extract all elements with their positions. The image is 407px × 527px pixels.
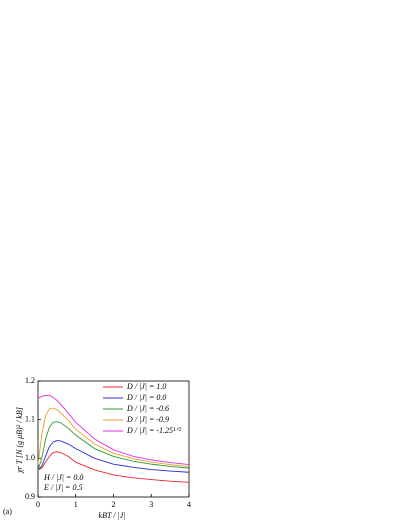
panel-label: (a) [3, 507, 12, 516]
legend-label: D / |J| = 1.0 [126, 382, 166, 391]
x-tick-label: 4 [187, 500, 191, 509]
legend-label: D / |J| = -0.9 [126, 415, 169, 424]
annotation: H / |J| = 0.0 [43, 473, 83, 482]
y-tick-label: 0.9 [25, 492, 35, 501]
x-tick-label: 1 [74, 500, 78, 509]
line-series [37, 421, 190, 471]
x-tick-label: 0 [36, 500, 40, 509]
y-tick-label: 1.1 [25, 414, 35, 423]
line-series [37, 451, 190, 483]
y-tick-label: 1.2 [25, 376, 35, 385]
annotation: E / |J| = 0.5 [43, 483, 82, 492]
line-series [37, 407, 190, 467]
legend-label: D / |J| = -1.25¹ᐟ² [126, 426, 182, 435]
legend-label: D / |J| = -0.6 [126, 404, 169, 413]
x-tick-label: 2 [112, 500, 116, 509]
x-axis-label: kBT / |J| [99, 511, 126, 520]
y-tick-label: 1.0 [25, 453, 35, 462]
y-axis-label: χr T [N (g μB)² / kB] [15, 407, 24, 474]
line-series [37, 394, 190, 465]
x-tick-label: 3 [149, 500, 153, 509]
legend-label: D / |J| = 0.0 [126, 393, 166, 402]
line-series [37, 440, 190, 473]
